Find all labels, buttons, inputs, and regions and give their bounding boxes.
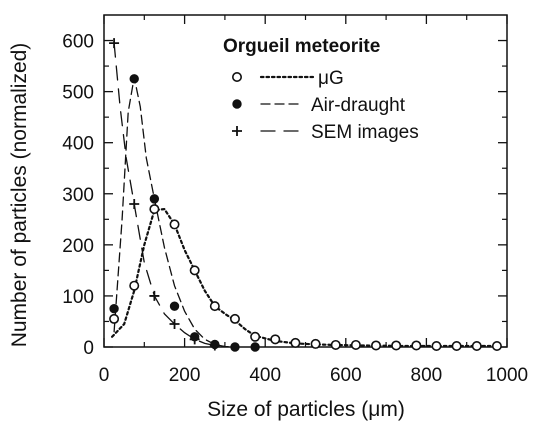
data-point-series-1 [129,74,139,84]
y-tick-label: 300 [62,185,94,206]
data-point-series-0 [330,339,341,350]
data-point-series-0 [471,340,482,351]
data-point-series-2 [209,340,220,351]
x-tick-label: 200 [169,365,201,386]
data-point-series-0 [209,301,220,312]
x-tick-label: 1000 [486,365,528,386]
y-tick-label: 400 [62,134,94,155]
chart-title: Orgueil meteorite [223,36,380,57]
data-point-series-0 [149,204,160,215]
data-point-series-2 [169,319,180,330]
data-point-series-2 [189,334,200,345]
series-curve-0 [111,207,498,348]
data-point-series-1 [149,194,160,204]
data-point-series-0 [371,340,382,351]
data-point-series-0 [491,340,502,351]
legend-marker-2 [232,126,242,136]
axes: 0 200 400 600 800 1000 0 100 200 300 400 500 600 [62,14,528,386]
data-point-series-0 [109,313,120,324]
y-axis-title: Number of particles (normalized) [8,43,31,348]
data-point-series-0 [229,313,240,324]
data-point-series-2 [149,290,160,301]
x-tick-label: 800 [411,365,443,386]
legend-marker-1 [232,99,242,109]
legend-label-2: SEM images [311,122,419,143]
x-tick-label: 600 [330,365,362,386]
y-tick-label: 100 [62,287,94,308]
legend-label-1: Air-draught [311,95,406,116]
legend-label-0: μG [318,68,344,89]
data-point-series-0 [391,340,402,351]
x-axis-title: Size of particles (μm) [207,398,405,421]
data-point-series-1 [230,342,240,352]
data-point-series-0 [431,340,442,351]
curves [111,42,498,348]
data-point-series-1 [250,342,260,352]
data-point-series-0 [411,340,422,351]
data-point-series-2 [109,38,120,49]
legend-marker-0 [232,72,243,83]
x-tick-label: 400 [249,365,281,386]
data-point-series-0 [270,334,281,345]
markers [109,38,502,352]
legend: μG Air-draught SEM images [232,68,419,143]
data-point-series-0 [169,219,180,230]
data-point-series-0 [451,340,462,351]
y-tick-label: 600 [62,32,94,53]
data-point-series-1 [109,303,119,314]
data-point-series-1 [169,301,180,311]
y-tick-label: 0 [83,338,94,359]
data-point-series-0 [129,280,140,291]
data-point-series-0 [290,337,301,348]
data-point-series-0 [189,265,200,276]
data-point-series-0 [310,338,321,349]
plot-frame [103,14,508,348]
x-tick-label: 0 [99,365,110,386]
series-curve-2 [113,42,226,348]
y-tick-label: 200 [62,236,94,257]
data-point-series-0 [350,339,361,350]
y-tick-label: 500 [62,83,94,104]
data-point-series-0 [250,331,261,342]
data-point-series-2 [129,198,140,209]
